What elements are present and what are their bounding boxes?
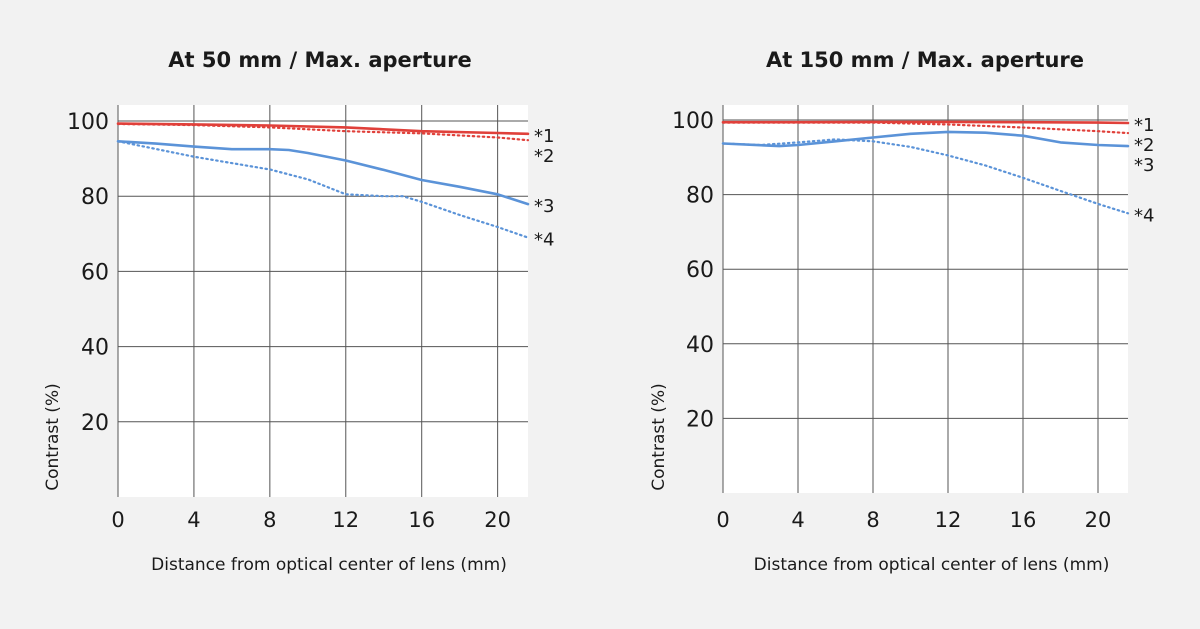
x-tick-label: 12 [332, 508, 359, 532]
series-line-2 [116, 122, 530, 142]
y-tick-label: 80 [81, 185, 109, 210]
x-tick-label: 4 [791, 508, 804, 532]
series-label-2: *2 [534, 146, 554, 167]
y-tick-label: 40 [81, 336, 109, 361]
x-tick-label: 0 [716, 508, 729, 532]
series-label-3: *3 [1134, 155, 1154, 176]
y-tick-label: 100 [672, 109, 714, 134]
series-line-4 [721, 138, 1130, 215]
x-tick-label: 12 [935, 508, 962, 532]
series-label-1: *1 [534, 126, 554, 147]
plot-area [723, 105, 1128, 493]
series-label-3: *3 [534, 196, 554, 217]
y-tick-label: 20 [686, 407, 714, 432]
series-line-3 [116, 140, 530, 206]
series-line-4 [116, 140, 530, 239]
x-tick-label: 16 [408, 508, 435, 532]
chart-150mm: At 150 mm / Max. aperture 20 40 60 80 100 0 4 8 1… [649, 48, 1154, 575]
plot-area [118, 105, 528, 497]
series-label-1: *1 [1134, 115, 1154, 136]
chart-title: At 150 mm / Max. aperture [766, 48, 1084, 72]
y-axis-label: Contrast (%) [43, 383, 63, 490]
x-axis-label: Distance from optical center of lens (mm… [754, 555, 1110, 575]
series-label-4: *4 [534, 230, 554, 251]
x-axis-label: Distance from optical center of lens (mm… [151, 555, 507, 575]
x-tick-label: 16 [1010, 508, 1037, 532]
y-tick-label: 60 [686, 258, 714, 283]
y-tick-label: 40 [686, 333, 714, 358]
y-tick-label: 60 [81, 260, 109, 285]
x-tick-label: 8 [866, 508, 879, 532]
y-tick-label: 20 [81, 411, 109, 436]
chart-50mm: At 50 mm / Max. aperture 20 40 60 80 100 0 4 8 12… [43, 48, 554, 575]
series-line-2 [721, 121, 1130, 135]
y-tick-label: 80 [686, 184, 714, 209]
y-axis-label: Contrast (%) [649, 383, 669, 490]
chart-title: At 50 mm / Max. aperture [168, 48, 472, 72]
x-tick-label: 4 [187, 508, 200, 532]
series-label-4: *4 [1134, 205, 1154, 226]
x-tick-label: 0 [111, 508, 124, 532]
x-tick-label: 8 [263, 508, 276, 532]
series-line-3 [721, 130, 1130, 148]
x-tick-label: 20 [1085, 508, 1112, 532]
x-tick-label: 20 [484, 508, 511, 532]
series-label-2: *2 [1134, 135, 1154, 156]
y-tick-label: 100 [67, 110, 109, 135]
